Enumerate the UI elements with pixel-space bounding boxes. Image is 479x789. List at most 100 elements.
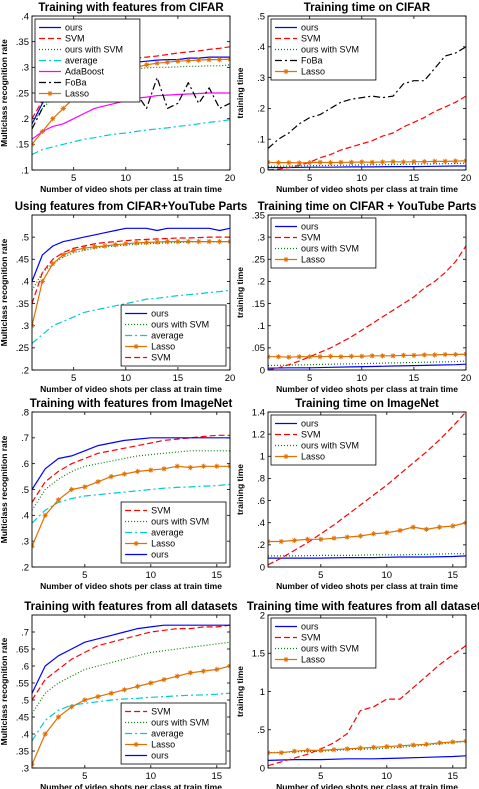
y-tick-label: .6 [257,496,265,507]
data-point [108,474,114,480]
y-tick-label: .4 [21,11,29,22]
legend-label: ours [151,751,169,761]
x-tick-label: 10 [357,373,368,384]
y-tick-label: .6 [21,661,29,672]
y-tick-label: .35 [16,299,29,310]
data-point [384,530,390,536]
y-tick-label: 0 [260,165,265,176]
chart-1: Training with features from CIFAR 5 10 15 20… [0,2,235,194]
data-point [410,742,416,748]
y-tick-label: .2 [21,562,29,573]
series-line-ours [32,624,230,694]
legend-label: ours [301,222,319,232]
chart-title: Using features from CIFAR+YouTube Parts [15,201,248,213]
data-point [318,747,324,753]
data-point [217,57,223,63]
axes-frame [31,15,231,171]
legend-label: ours [301,419,319,429]
y-tick-label: .25 [16,343,29,354]
data-point [296,160,302,166]
data-point [331,535,337,541]
data-point [69,486,75,493]
y-tick-label: .25 [16,88,29,99]
series-line-average [32,119,230,156]
data-point [442,351,448,358]
legend-label: FoBa [301,56,323,66]
chart-title: Training time on CIFAR [304,2,431,14]
y-tick-label: .3 [21,536,29,547]
legend-box [120,702,227,765]
y-tick-label: .05 [252,343,265,354]
data-point [164,59,171,65]
series-group [32,434,230,549]
x-axis-label: Number of video shots per class at train… [276,782,458,789]
x-axis-label: Number of video shots per class at train… [40,384,222,394]
legend-marker [47,90,53,97]
y-tick-label: .5 [21,695,29,706]
data-point [50,116,56,122]
data-point [400,159,407,165]
series-line-ours [268,165,466,169]
data-point [42,512,48,518]
data-point [380,159,386,165]
legend-label: FoBa [65,78,87,88]
data-point [380,353,386,359]
data-point [397,743,403,749]
data-point [39,278,45,284]
x-tick-label: 20 [225,173,236,184]
series-group [268,645,466,767]
data-point [359,353,365,359]
x-tick-label: 5 [307,373,312,384]
series-line-average [32,289,230,344]
y-tick-label: 2 [260,610,265,621]
data-point [307,160,313,166]
data-point [317,354,323,360]
series-line-ours-with-svm [32,450,230,511]
legend-box [120,501,227,564]
x-tick-label: 10 [357,173,368,184]
y-tick-label: .3 [257,232,265,243]
series-line-ours [268,363,466,369]
y-tick-label: .4 [257,518,265,529]
axes-frame [267,614,467,769]
series-line-svm [268,412,466,566]
x-axis-label: Number of video shots per class at train… [40,184,222,194]
data-point [369,159,375,165]
legend-label: Lasso [301,67,325,77]
x-tick-label: 5 [307,173,312,184]
legend-label: ours with SVM [301,244,359,254]
legend-label: Lasso [301,255,325,265]
x-tick-label: 5 [71,373,76,384]
y-tick-label: .1 [257,135,265,146]
series-line-average [32,483,230,524]
data-point [400,352,407,358]
y-tick-label: .15 [252,299,265,310]
data-point [175,58,181,64]
data-point [275,160,281,166]
legend-box [270,18,377,81]
y-tick-label: .45 [16,255,29,266]
data-point [55,497,61,503]
data-point [135,468,141,474]
chart-8: Training time with features from all dat… [235,601,479,789]
series-line-foba [268,46,466,149]
series-line-ours [268,755,466,761]
data-point [154,239,160,245]
y-axis-label: training time [235,267,245,318]
axes-frame [267,214,467,371]
data-point [144,239,150,246]
data-point [201,463,207,469]
legend-label: average [151,528,184,538]
data-point [123,241,129,247]
legend-label: ours with SVM [65,45,123,55]
series-line-svm [268,95,466,170]
chart-5: Training with features from ImageNet 5 10 1… [0,398,232,591]
y-axis-label: Multiclass recognition rate [0,435,9,543]
data-point [39,128,45,135]
axes-frame [267,15,467,171]
data-point [286,160,292,166]
data-point [338,159,344,165]
legend-label: SVM [301,430,321,440]
legend-label: SVM [301,34,321,44]
